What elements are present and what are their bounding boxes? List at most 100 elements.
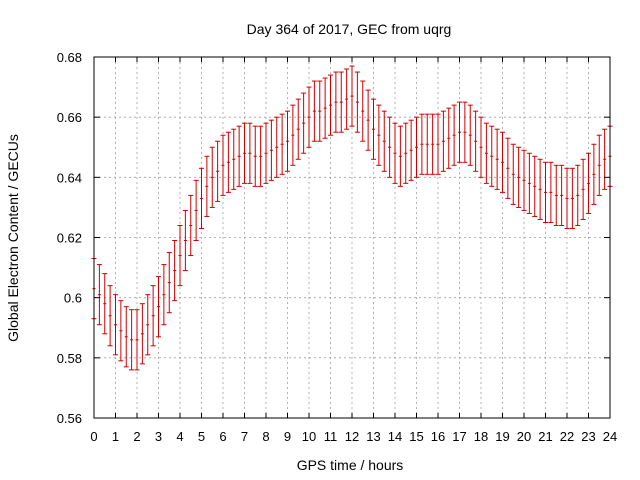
y-tick-label: 0.62	[57, 231, 82, 246]
error-bar-point	[129, 309, 135, 371]
error-bar-point	[419, 113, 425, 175]
error-bar-point	[231, 128, 237, 190]
x-tick-label: 20	[517, 429, 531, 444]
error-bar-point	[483, 122, 489, 184]
error-bar-point	[172, 240, 178, 302]
error-bar-point	[209, 146, 215, 208]
x-tick-label: 21	[538, 429, 552, 444]
x-tick-label: 19	[495, 429, 509, 444]
error-bar-point	[107, 285, 113, 347]
error-bar-point	[182, 209, 188, 272]
y-axis-label: Global Electron Content / GECUs	[5, 134, 21, 342]
error-bar-point	[225, 131, 231, 193]
error-bar-point	[360, 80, 366, 142]
error-bar-point	[387, 116, 393, 178]
error-bar-point	[537, 158, 543, 220]
error-bar-point	[263, 122, 269, 184]
y-tick-label: 0.64	[57, 170, 82, 185]
error-bar-point	[258, 125, 264, 187]
error-bar-point	[268, 119, 274, 181]
x-tick-label: 10	[302, 429, 316, 444]
error-bar-point	[150, 285, 156, 347]
x-tick-label: 23	[581, 429, 595, 444]
error-bar-point	[274, 116, 280, 178]
error-bar-point	[134, 309, 140, 371]
error-bar-point	[424, 113, 430, 175]
error-bar-point	[252, 125, 258, 187]
error-bar-point	[193, 179, 199, 242]
error-bar-point	[188, 194, 194, 257]
error-bar-point	[376, 104, 382, 166]
error-bar-point	[596, 134, 602, 196]
chart-title: Day 364 of 2017, GEC from uqrg	[247, 21, 452, 37]
error-bar-point	[403, 122, 409, 184]
x-tick-label: 7	[241, 429, 248, 444]
error-bar-point	[457, 101, 462, 163]
error-bar-point	[338, 71, 344, 133]
y-tick-label: 0.66	[57, 110, 82, 125]
x-tick-label: 4	[176, 429, 183, 444]
x-tick-label: 13	[366, 429, 380, 444]
error-bar-point	[96, 264, 102, 326]
error-bar-point	[215, 140, 221, 202]
x-tick-label: 8	[262, 429, 269, 444]
error-bar-point	[462, 101, 468, 163]
error-bar-point	[505, 137, 511, 199]
error-bar-point	[199, 167, 204, 229]
error-bar-point	[446, 107, 452, 169]
error-bar-point	[580, 158, 586, 220]
error-bar-point	[408, 119, 414, 181]
y-tick-label: 0.56	[57, 411, 82, 426]
error-bar-point	[177, 224, 183, 287]
error-bar-point	[311, 80, 317, 142]
error-bar-point	[354, 71, 360, 133]
error-bar-point	[204, 155, 210, 217]
error-bar-point	[220, 134, 226, 196]
error-bar-point	[510, 143, 516, 205]
x-tick-label: 11	[324, 429, 338, 444]
x-tick-label: 12	[345, 429, 359, 444]
error-bar-point	[521, 149, 527, 211]
error-bar-point	[414, 116, 419, 178]
series-layer	[91, 65, 613, 371]
x-tick-label: 0	[90, 429, 97, 444]
error-bar-point	[478, 116, 484, 178]
error-bar-point	[301, 92, 307, 154]
error-bar-point	[371, 98, 376, 160]
error-bar-point	[161, 264, 167, 326]
x-tick-label: 22	[560, 429, 574, 444]
error-bar-point	[242, 122, 247, 184]
error-bar-point	[602, 128, 608, 190]
error-bar-point	[430, 113, 436, 175]
x-tick-label: 9	[284, 429, 291, 444]
error-bar-point	[451, 104, 457, 166]
y-tick-label: 0.68	[57, 50, 82, 65]
error-bar-point	[532, 155, 538, 217]
error-bar-point	[295, 98, 301, 160]
error-bar-point	[516, 146, 522, 208]
y-tick-label: 0.6	[64, 291, 82, 306]
x-tick-label: 24	[603, 429, 617, 444]
error-bar-point	[113, 294, 118, 356]
error-bar-point	[397, 125, 403, 187]
error-bar-point	[564, 167, 570, 229]
error-bar-point	[139, 303, 145, 365]
error-bar-point	[553, 164, 559, 226]
error-bar-point	[365, 89, 371, 151]
axis-ticks: 0 1 2 3 4 5 6 7 8 9 10 11 12 13 14 15 16 17 18 19 20 21 22 23 24…	[57, 50, 618, 444]
error-bar-point	[500, 131, 505, 193]
error-bar-point	[102, 273, 108, 335]
error-bar-point	[494, 128, 500, 190]
x-axis-label: GPS time / hours	[297, 457, 404, 473]
error-bar-point	[247, 122, 253, 184]
error-bar-point	[322, 77, 328, 139]
x-tick-label: 16	[431, 429, 445, 444]
x-tick-label: 5	[198, 429, 205, 444]
error-bar-point	[145, 294, 151, 356]
x-tick-label: 6	[219, 429, 226, 444]
x-tick-label: 14	[388, 429, 402, 444]
error-bar-point	[344, 68, 350, 130]
error-bar-point	[489, 125, 495, 187]
error-bar-point	[559, 164, 565, 226]
error-bar-point	[236, 125, 242, 187]
